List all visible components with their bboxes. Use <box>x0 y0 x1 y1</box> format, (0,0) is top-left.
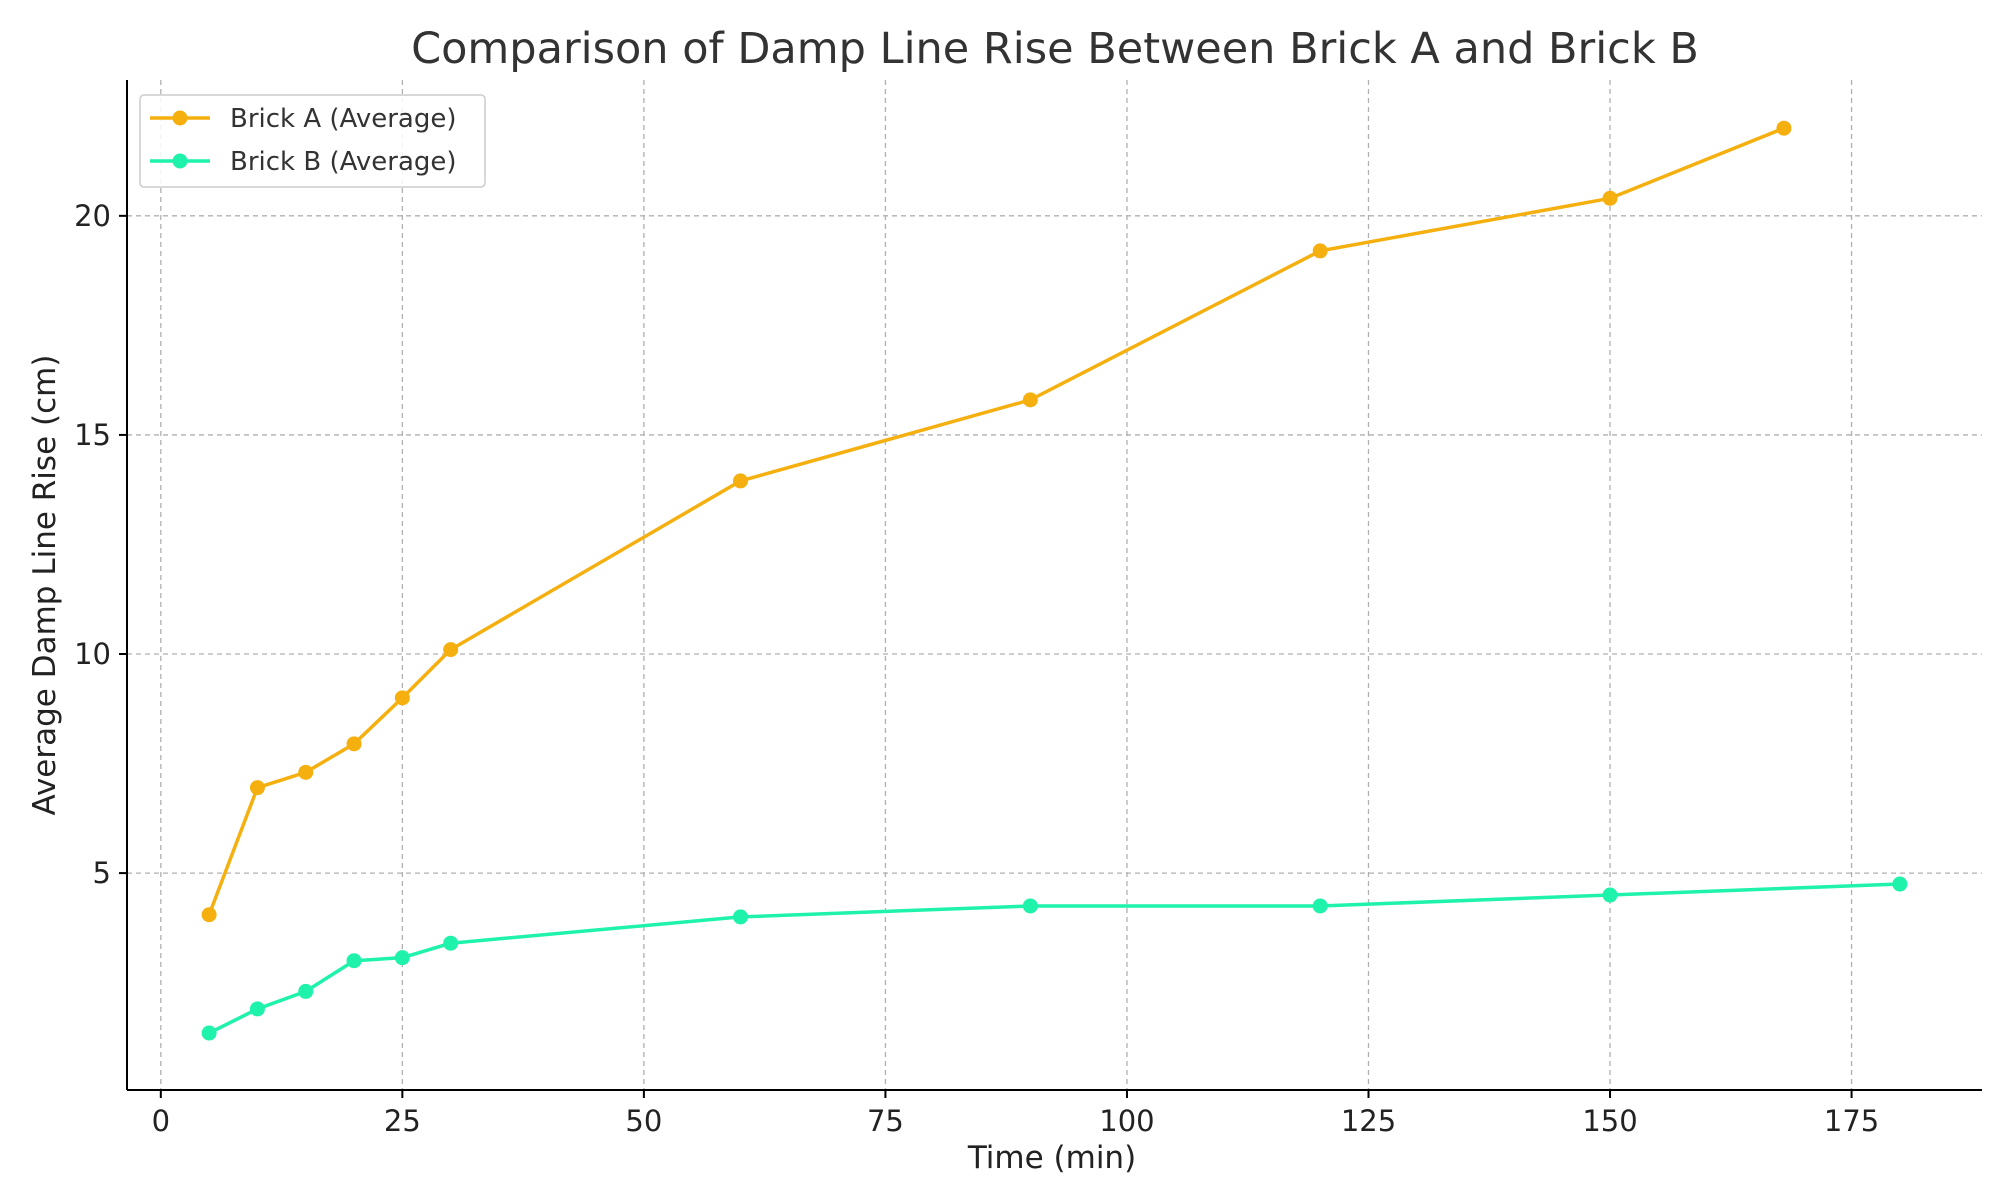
data-point-brick-b-average <box>249 1001 265 1017</box>
series-line-brick-b-average <box>207 882 1902 1035</box>
data-point-brick-a-average <box>249 780 265 796</box>
chart-title: Comparison of Damp Line Rise Between Bri… <box>411 24 1699 74</box>
data-point-brick-a-average <box>1022 392 1038 408</box>
data-point-brick-b-average <box>1312 898 1328 914</box>
series-layer <box>201 120 1908 1041</box>
data-point-brick-a-average <box>201 907 217 923</box>
y-tick-label: 15 <box>74 418 111 452</box>
data-point-brick-b-average <box>1602 887 1618 903</box>
x-tick-label: 75 <box>867 1104 904 1138</box>
axes <box>126 80 1982 1091</box>
x-tick-label: 150 <box>1582 1104 1637 1138</box>
ticks: 0 25 50 75 100 125 150 175 5 10 15 20 <box>74 199 1879 1138</box>
legend-label-brick-a: Brick A (Average) <box>230 104 456 134</box>
legend: Brick A (Average) Brick B (Average) <box>139 94 486 188</box>
legend-box <box>139 94 486 188</box>
x-tick-label: 25 <box>384 1104 421 1138</box>
x-tick-label: 50 <box>625 1104 662 1138</box>
data-point-brick-b-average <box>201 1025 217 1041</box>
data-point-brick-b-average <box>298 983 314 999</box>
legend-marker-brick-b <box>172 153 188 169</box>
series-line-brick-a-average <box>207 126 1786 917</box>
data-point-brick-a-average <box>1776 120 1792 136</box>
data-point-brick-a-average <box>394 690 410 706</box>
x-tick-label: 0 <box>152 1104 170 1138</box>
data-point-brick-a-average <box>346 736 362 752</box>
legend-label-brick-b: Brick B (Average) <box>230 147 457 177</box>
y-tick-label: 5 <box>93 856 111 890</box>
legend-marker-brick-a <box>172 110 188 126</box>
data-point-brick-a-average <box>733 473 749 489</box>
data-point-brick-b-average <box>1022 898 1038 914</box>
data-point-brick-b-average <box>1892 876 1908 892</box>
data-point-brick-a-average <box>1602 190 1618 206</box>
y-tick-label: 20 <box>74 199 111 233</box>
x-axis-title: Time (min) <box>967 1140 1136 1176</box>
data-point-brick-b-average <box>443 935 459 951</box>
data-point-brick-b-average <box>394 950 410 966</box>
data-point-brick-a-average <box>1312 243 1328 259</box>
data-point-brick-b-average <box>733 909 749 925</box>
x-tick-label: 100 <box>1099 1104 1154 1138</box>
x-tick-label: 175 <box>1824 1104 1879 1138</box>
data-point-brick-a-average <box>443 642 459 658</box>
y-axis-title: Average Damp Line Rise (cm) <box>27 355 63 816</box>
y-tick-label: 10 <box>74 637 111 671</box>
grid <box>127 80 1982 1090</box>
x-tick-label: 125 <box>1341 1104 1396 1138</box>
data-point-brick-a-average <box>298 764 314 780</box>
data-point-brick-b-average <box>346 953 362 969</box>
